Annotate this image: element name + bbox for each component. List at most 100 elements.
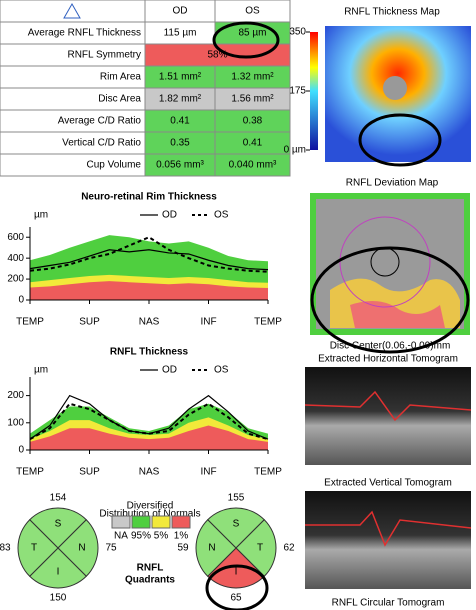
scale-label: 175 — [289, 86, 306, 97]
table-value: 0.41 — [243, 138, 263, 149]
legend-swatch — [151, 515, 171, 529]
legend-label: OD — [162, 365, 177, 376]
quadrant — [195, 519, 237, 577]
x-tick-label: TEMP — [254, 467, 282, 478]
chart-title: Neuro-retinal Rim Thickness — [81, 192, 217, 203]
legend-swatch — [171, 515, 191, 529]
row-label: Average C/D Ratio — [58, 116, 142, 127]
quadrants-title: Quadrants — [125, 575, 175, 586]
table-value: 1.82 mm² — [159, 94, 202, 105]
horizontal-tomogram — [305, 367, 471, 465]
quadrant-label: T — [31, 543, 37, 554]
thickness-map-title: RNFL Thickness Map — [344, 7, 440, 18]
table-value: 58% — [207, 50, 227, 61]
tomogram-line — [304, 390, 472, 422]
optic-disc — [383, 76, 407, 100]
series-line — [29, 236, 269, 273]
tomogram-line — [305, 510, 472, 547]
row-label: Vertical C/D Ratio — [62, 138, 141, 149]
table-value: 115 µm — [164, 28, 197, 39]
chart-title: RNFL Thickness — [110, 347, 189, 358]
x-tick-label: INF — [200, 467, 216, 478]
table-header: OS — [245, 6, 260, 17]
row-label: Disc Area — [98, 94, 141, 105]
quadrants-title: RNFL — [137, 563, 164, 574]
scale-label: 0 µm — [284, 145, 306, 156]
table-value: 85 µm — [239, 28, 267, 39]
quadrant-value: 65 — [230, 593, 242, 604]
quadrant — [235, 519, 277, 577]
table-value: 0.41 — [170, 116, 190, 127]
quadrant-label: S — [55, 519, 62, 530]
row-label: Cup Volume — [87, 160, 142, 171]
quadrant — [57, 519, 99, 577]
scale-label: 350 — [289, 27, 306, 38]
quadrant-label: N — [208, 543, 215, 554]
quadrant-label: I — [235, 567, 238, 578]
y-unit: µm — [34, 365, 48, 376]
quadrant — [29, 507, 87, 549]
quadrant-value: 83 — [0, 543, 11, 554]
norm-band — [30, 425, 268, 450]
y-tick-label: 200 — [7, 274, 24, 285]
warning-icon — [63, 2, 81, 19]
scan-circle — [339, 216, 431, 308]
row-label: RNFL Symmetry — [67, 50, 141, 61]
y-tick-label: 400 — [7, 253, 24, 264]
y-tick-label: 0 — [18, 445, 24, 456]
quadrant-value: 154 — [50, 493, 67, 504]
legend-label: OS — [214, 210, 229, 221]
quadrant-value: 62 — [283, 543, 295, 554]
legend-swatch — [111, 515, 131, 529]
dynamic: OD OS Average RNFL Thickness 115 µm 85 µm RNF… — [0, 0, 310, 604]
quadrant-label: N — [78, 543, 85, 554]
table-value: 0.040 mm³ — [229, 160, 277, 171]
table-value: 0.056 mm³ — [156, 160, 204, 171]
disc-center: Disc Center(0.06,-0.09)mm — [330, 341, 451, 352]
quadrant-value: 155 — [228, 493, 245, 504]
table-value: 0.38 — [243, 116, 263, 127]
quadrant-value: 75 — [105, 543, 117, 554]
x-tick-label: TEMP — [16, 317, 44, 328]
series-line — [29, 249, 269, 271]
series-line — [29, 394, 269, 440]
legend-label: OS — [214, 365, 229, 376]
color-scale — [310, 32, 318, 150]
tomogram-title: Extracted Horizontal Tomogram — [318, 354, 458, 365]
legend-label: 1% — [174, 531, 189, 542]
series-line — [29, 402, 269, 441]
row-label: Average RNFL Thickness — [28, 28, 141, 39]
quadrant-label: I — [57, 567, 60, 578]
deviation-map-title: RNFL Deviation Map — [346, 178, 439, 189]
legend-label: 5% — [154, 531, 169, 542]
y-tick-label: 600 — [7, 232, 24, 243]
legend-label: NA — [114, 531, 128, 542]
tomogram-title: RNFL Circular Tomogram — [332, 598, 445, 609]
table-value: 0.35 — [170, 138, 190, 149]
table-value: 1.56 mm² — [231, 94, 274, 105]
table-cell — [0, 0, 146, 23]
x-tick-label: TEMP — [16, 467, 44, 478]
quadrant-value: 150 — [50, 593, 67, 604]
legend-title: Distribution of Normals — [99, 509, 200, 520]
x-tick-label: INF — [200, 317, 216, 328]
x-tick-label: SUP — [79, 317, 100, 328]
y-unit: µm — [34, 210, 48, 221]
table-cell — [214, 153, 291, 177]
annotations — [205, 21, 470, 610]
x-tick-label: NAS — [139, 317, 160, 328]
x-tick-label: SUP — [79, 467, 100, 478]
quadrant — [17, 519, 59, 577]
y-tick-label: 200 — [7, 390, 24, 401]
legend-title: Diversified — [127, 501, 174, 512]
tomogram-title: Extracted Vertical Tomogram — [324, 478, 452, 489]
y-tick-label: 0 — [18, 295, 24, 306]
quadrant-label: T — [257, 543, 263, 554]
deviation-red — [350, 301, 445, 328]
x-tick-label: TEMP — [254, 317, 282, 328]
quadrant-label: S — [233, 519, 240, 530]
quadrant-value: 59 — [177, 543, 189, 554]
legend-swatch — [131, 515, 151, 529]
norm-band — [30, 281, 268, 300]
